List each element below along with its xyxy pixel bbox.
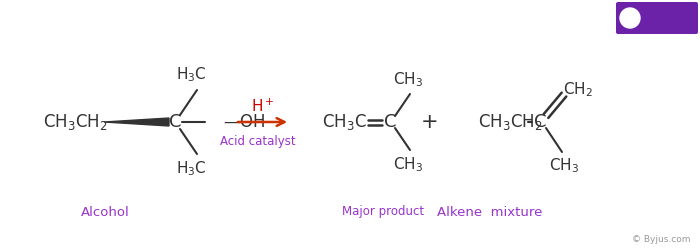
Text: BYJU'S: BYJU'S <box>643 8 689 20</box>
Text: +: + <box>421 112 439 132</box>
Text: $\mathregular{—OH}$: $\mathregular{—OH}$ <box>223 113 265 131</box>
Text: The Learning App: The Learning App <box>638 22 694 26</box>
Text: Alcohol: Alcohol <box>80 206 130 218</box>
Text: Acid catalyst: Acid catalyst <box>220 136 295 148</box>
Text: C: C <box>384 113 396 131</box>
Text: Major product: Major product <box>342 206 424 218</box>
Polygon shape <box>104 118 169 126</box>
Text: © Byjus.com: © Byjus.com <box>631 236 690 244</box>
Text: $\mathregular{CH_3C}$: $\mathregular{CH_3C}$ <box>322 112 367 132</box>
Circle shape <box>620 8 640 28</box>
Text: $\mathregular{CH_3}$: $\mathregular{CH_3}$ <box>393 71 423 89</box>
Text: $\mathregular{H^+}$: $\mathregular{H^+}$ <box>251 97 274 115</box>
Text: B: B <box>626 13 634 23</box>
Text: $\mathregular{H_3C}$: $\mathregular{H_3C}$ <box>176 66 206 84</box>
Text: $\mathregular{CH_3CH_2}$: $\mathregular{CH_3CH_2}$ <box>478 112 542 132</box>
Text: Alkene  mixture: Alkene mixture <box>438 206 542 218</box>
FancyBboxPatch shape <box>616 2 698 34</box>
Text: $\mathregular{CH_2}$: $\mathregular{CH_2}$ <box>563 80 593 99</box>
Text: C: C <box>169 113 181 131</box>
Text: $\mathregular{CH_3CH_2}$: $\mathregular{CH_3CH_2}$ <box>43 112 107 132</box>
Text: C: C <box>533 113 546 131</box>
Text: $\mathregular{CH_3}$: $\mathregular{CH_3}$ <box>393 156 423 174</box>
Text: $\mathregular{H_3C}$: $\mathregular{H_3C}$ <box>176 160 206 178</box>
Text: $\mathregular{CH_3}$: $\mathregular{CH_3}$ <box>549 157 579 175</box>
